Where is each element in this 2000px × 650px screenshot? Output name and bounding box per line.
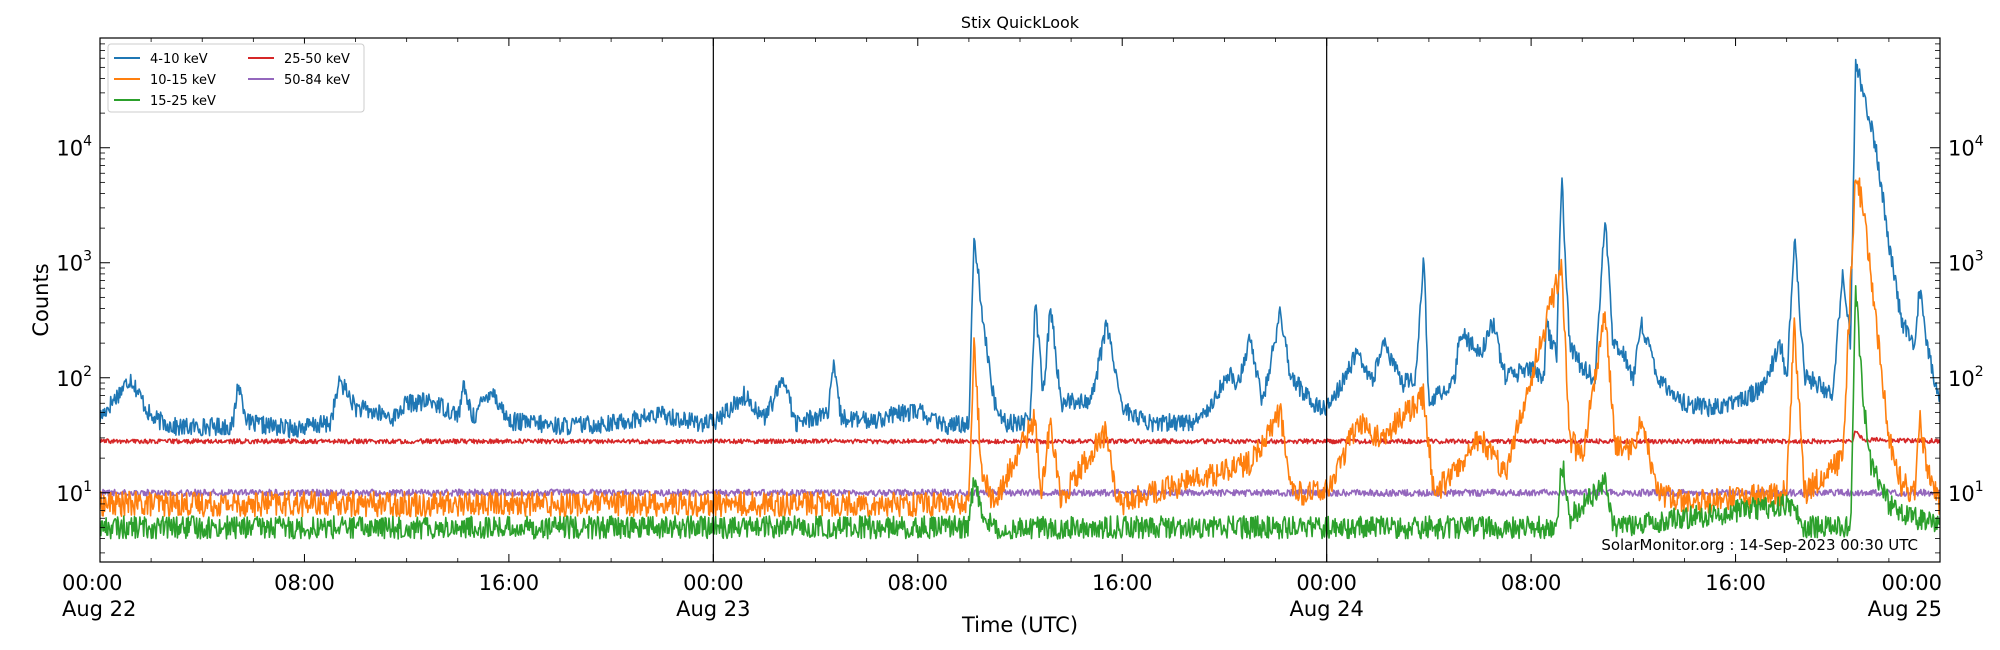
series-group <box>100 58 1940 540</box>
day-dividers <box>712 38 1328 562</box>
y-tick-label-right-2: 103 <box>1948 249 1984 276</box>
y-tick-label-right-1: 102 <box>1948 364 1984 391</box>
y-tick-label-0: 101 <box>56 479 92 506</box>
watermark: SolarMonitor.org : 14-Sep-2023 00:30 UTC <box>1601 536 1918 554</box>
series-line-4 <box>100 488 1940 497</box>
x-tick-label-8: 16:00 <box>1705 571 1766 595</box>
x-tick-date-9: Aug 25 <box>1868 597 1942 621</box>
y-tick-label-right-0: 101 <box>1948 479 1984 506</box>
x-tick-date-3: Aug 23 <box>676 597 750 621</box>
y-tick-label-1: 102 <box>56 364 92 391</box>
legend-label-0: 4-10 keV <box>150 52 208 67</box>
series-line-2 <box>100 285 1940 540</box>
x-tick-label-1: 08:00 <box>274 571 335 595</box>
y-axis: 101 101 102 102 103 103 104 104 <box>56 37 1984 554</box>
chart-title: Stix QuickLook <box>961 13 1080 32</box>
plot-area <box>100 38 1940 562</box>
legend-box <box>107 43 365 113</box>
x-tick-date-6: Aug 24 <box>1289 597 1363 621</box>
y-tick-label-right-3: 104 <box>1948 134 1984 161</box>
x-tick-label-5: 16:00 <box>1092 571 1153 595</box>
legend-label-2: 15-25 keV <box>150 94 216 109</box>
x-tick-label-2: 16:00 <box>479 571 540 595</box>
legend-label-4: 50-84 keV <box>284 73 350 88</box>
x-tick-label-4: 08:00 <box>888 571 949 595</box>
x-tick-label-6: 00:00 <box>1296 571 1357 595</box>
legend: 4-10 keV 10-15 keV 15-25 keV 25-50 keV 50-84… <box>107 43 365 113</box>
y-axis-label: Counts <box>29 263 53 336</box>
legend-label-3: 25-50 keV <box>284 52 350 67</box>
series-line-1 <box>100 177 1940 518</box>
x-axis-label: Time (UTC) <box>961 613 1078 637</box>
series-line-0 <box>100 58 1940 439</box>
x-tick-label-7: 08:00 <box>1501 571 1562 595</box>
x-tick-label-0: 00:00 <box>62 571 123 595</box>
y-tick-label-3: 104 <box>56 134 92 161</box>
x-tick-label-3: 00:00 <box>683 571 744 595</box>
x-tick-date-0: Aug 22 <box>62 597 136 621</box>
x-tick-label-9: 00:00 <box>1881 571 1942 595</box>
legend-label-1: 10-15 keV <box>150 73 216 88</box>
y-tick-label-2: 103 <box>56 249 92 276</box>
